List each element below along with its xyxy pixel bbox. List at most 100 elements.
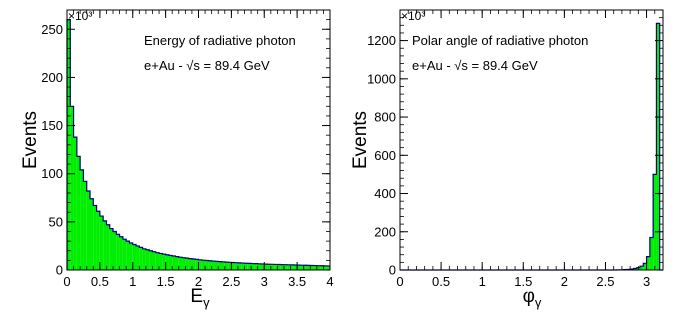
bar [297, 265, 301, 270]
x-tick-label: 1 [479, 274, 486, 289]
bar [323, 265, 327, 270]
bar [287, 264, 291, 270]
polar-x-axis-title: φγ [523, 286, 542, 310]
x-axis-title-subscript: γ [203, 295, 210, 310]
bar [76, 156, 81, 270]
x-tick-label: 0 [396, 274, 403, 289]
bar [198, 259, 202, 270]
y-tick-label: 0 [389, 263, 396, 278]
energy-x-axis-title: Eγ [190, 286, 210, 310]
bar [244, 263, 248, 270]
bar [103, 220, 107, 270]
bar [145, 249, 150, 270]
bar [122, 239, 127, 270]
bar [159, 253, 163, 270]
bar [155, 252, 160, 270]
bar [231, 262, 235, 270]
bar [274, 264, 278, 270]
bar [86, 191, 91, 270]
bar [205, 260, 209, 270]
y-tick-label: 0 [56, 263, 63, 278]
polar-annotation: e+Au - √s = 89.4 GeV [412, 58, 538, 73]
bar [241, 263, 245, 270]
polar-y-axis-title: Events [350, 111, 371, 169]
y-tick-label: 600 [374, 148, 396, 163]
bar [283, 264, 288, 270]
x-axis-title-base: φ [523, 286, 535, 307]
bar [119, 236, 123, 270]
polar-y-multiplier: ×10³ [401, 9, 425, 23]
polar-y-axis: 0 200 400 600 800 1000 1200 [367, 9, 663, 278]
polar-x-axis: 0 0.5 1 1.5 2 2.5 3 [396, 10, 664, 289]
bar [168, 255, 173, 270]
energy-outline [66, 19, 330, 270]
x-tick-label: 2.5 [222, 274, 240, 289]
bar [139, 247, 143, 270]
x-tick-label: 1.5 [157, 274, 175, 289]
bar [175, 256, 179, 270]
x-tick-label: 1.5 [514, 274, 532, 289]
bar [142, 248, 146, 270]
bar [234, 262, 238, 270]
bar [228, 262, 232, 270]
x-tick-label: 0.5 [91, 274, 109, 289]
bar [152, 251, 156, 270]
bar [109, 228, 114, 270]
x-tick-label: 3 [261, 274, 268, 289]
bar [80, 169, 84, 270]
x-tick-label: 3 [643, 274, 650, 289]
polar-panel: 0 0.5 1 1.5 2 2.5 3 0 200 400 600 800 1000 1200 ×10³ Ev… [350, 9, 664, 310]
bar [277, 264, 281, 270]
x-tick-label: 3.5 [288, 274, 306, 289]
bar [316, 265, 321, 270]
bar [270, 264, 275, 270]
bar [221, 261, 225, 270]
x-axis-title-base: E [190, 286, 203, 307]
bar [639, 266, 644, 270]
bar [264, 264, 268, 270]
bar [260, 263, 265, 270]
bar [90, 198, 94, 270]
x-axis-title-subscript: γ [535, 295, 542, 310]
bar [303, 265, 307, 270]
y-tick-label: 200 [41, 70, 63, 85]
y-tick-label: 800 [374, 110, 396, 125]
bar [290, 264, 294, 270]
bar [656, 23, 660, 270]
bar [132, 244, 137, 270]
bar [83, 181, 87, 270]
x-tick-label: 4 [326, 274, 333, 289]
bar [113, 231, 117, 270]
x-tick-label: 2.5 [596, 274, 614, 289]
bar [99, 216, 104, 270]
bar [293, 264, 298, 270]
bar [214, 261, 219, 270]
bar [182, 257, 186, 270]
bar [320, 265, 324, 270]
y-tick-label: 250 [41, 22, 63, 37]
y-tick-label: 400 [374, 186, 396, 201]
bar [178, 257, 183, 270]
y-tick-label: 50 [49, 214, 63, 229]
bar [280, 264, 284, 270]
y-tick-label: 100 [41, 166, 63, 181]
bar [257, 263, 261, 270]
bar [218, 261, 222, 270]
bar [208, 260, 212, 270]
bar [267, 264, 271, 270]
bar [247, 263, 252, 270]
bar [126, 241, 130, 270]
bar [653, 174, 657, 270]
bar [185, 258, 189, 270]
bar [73, 137, 77, 270]
bar [96, 211, 100, 270]
bar [310, 265, 314, 270]
bar [106, 224, 110, 270]
bar [649, 237, 654, 270]
bar [129, 243, 133, 270]
bar [165, 254, 169, 270]
bar [254, 263, 258, 270]
energy-annotation: e+Au - √s = 89.4 GeV [144, 58, 270, 73]
polar-frame [399, 9, 664, 271]
